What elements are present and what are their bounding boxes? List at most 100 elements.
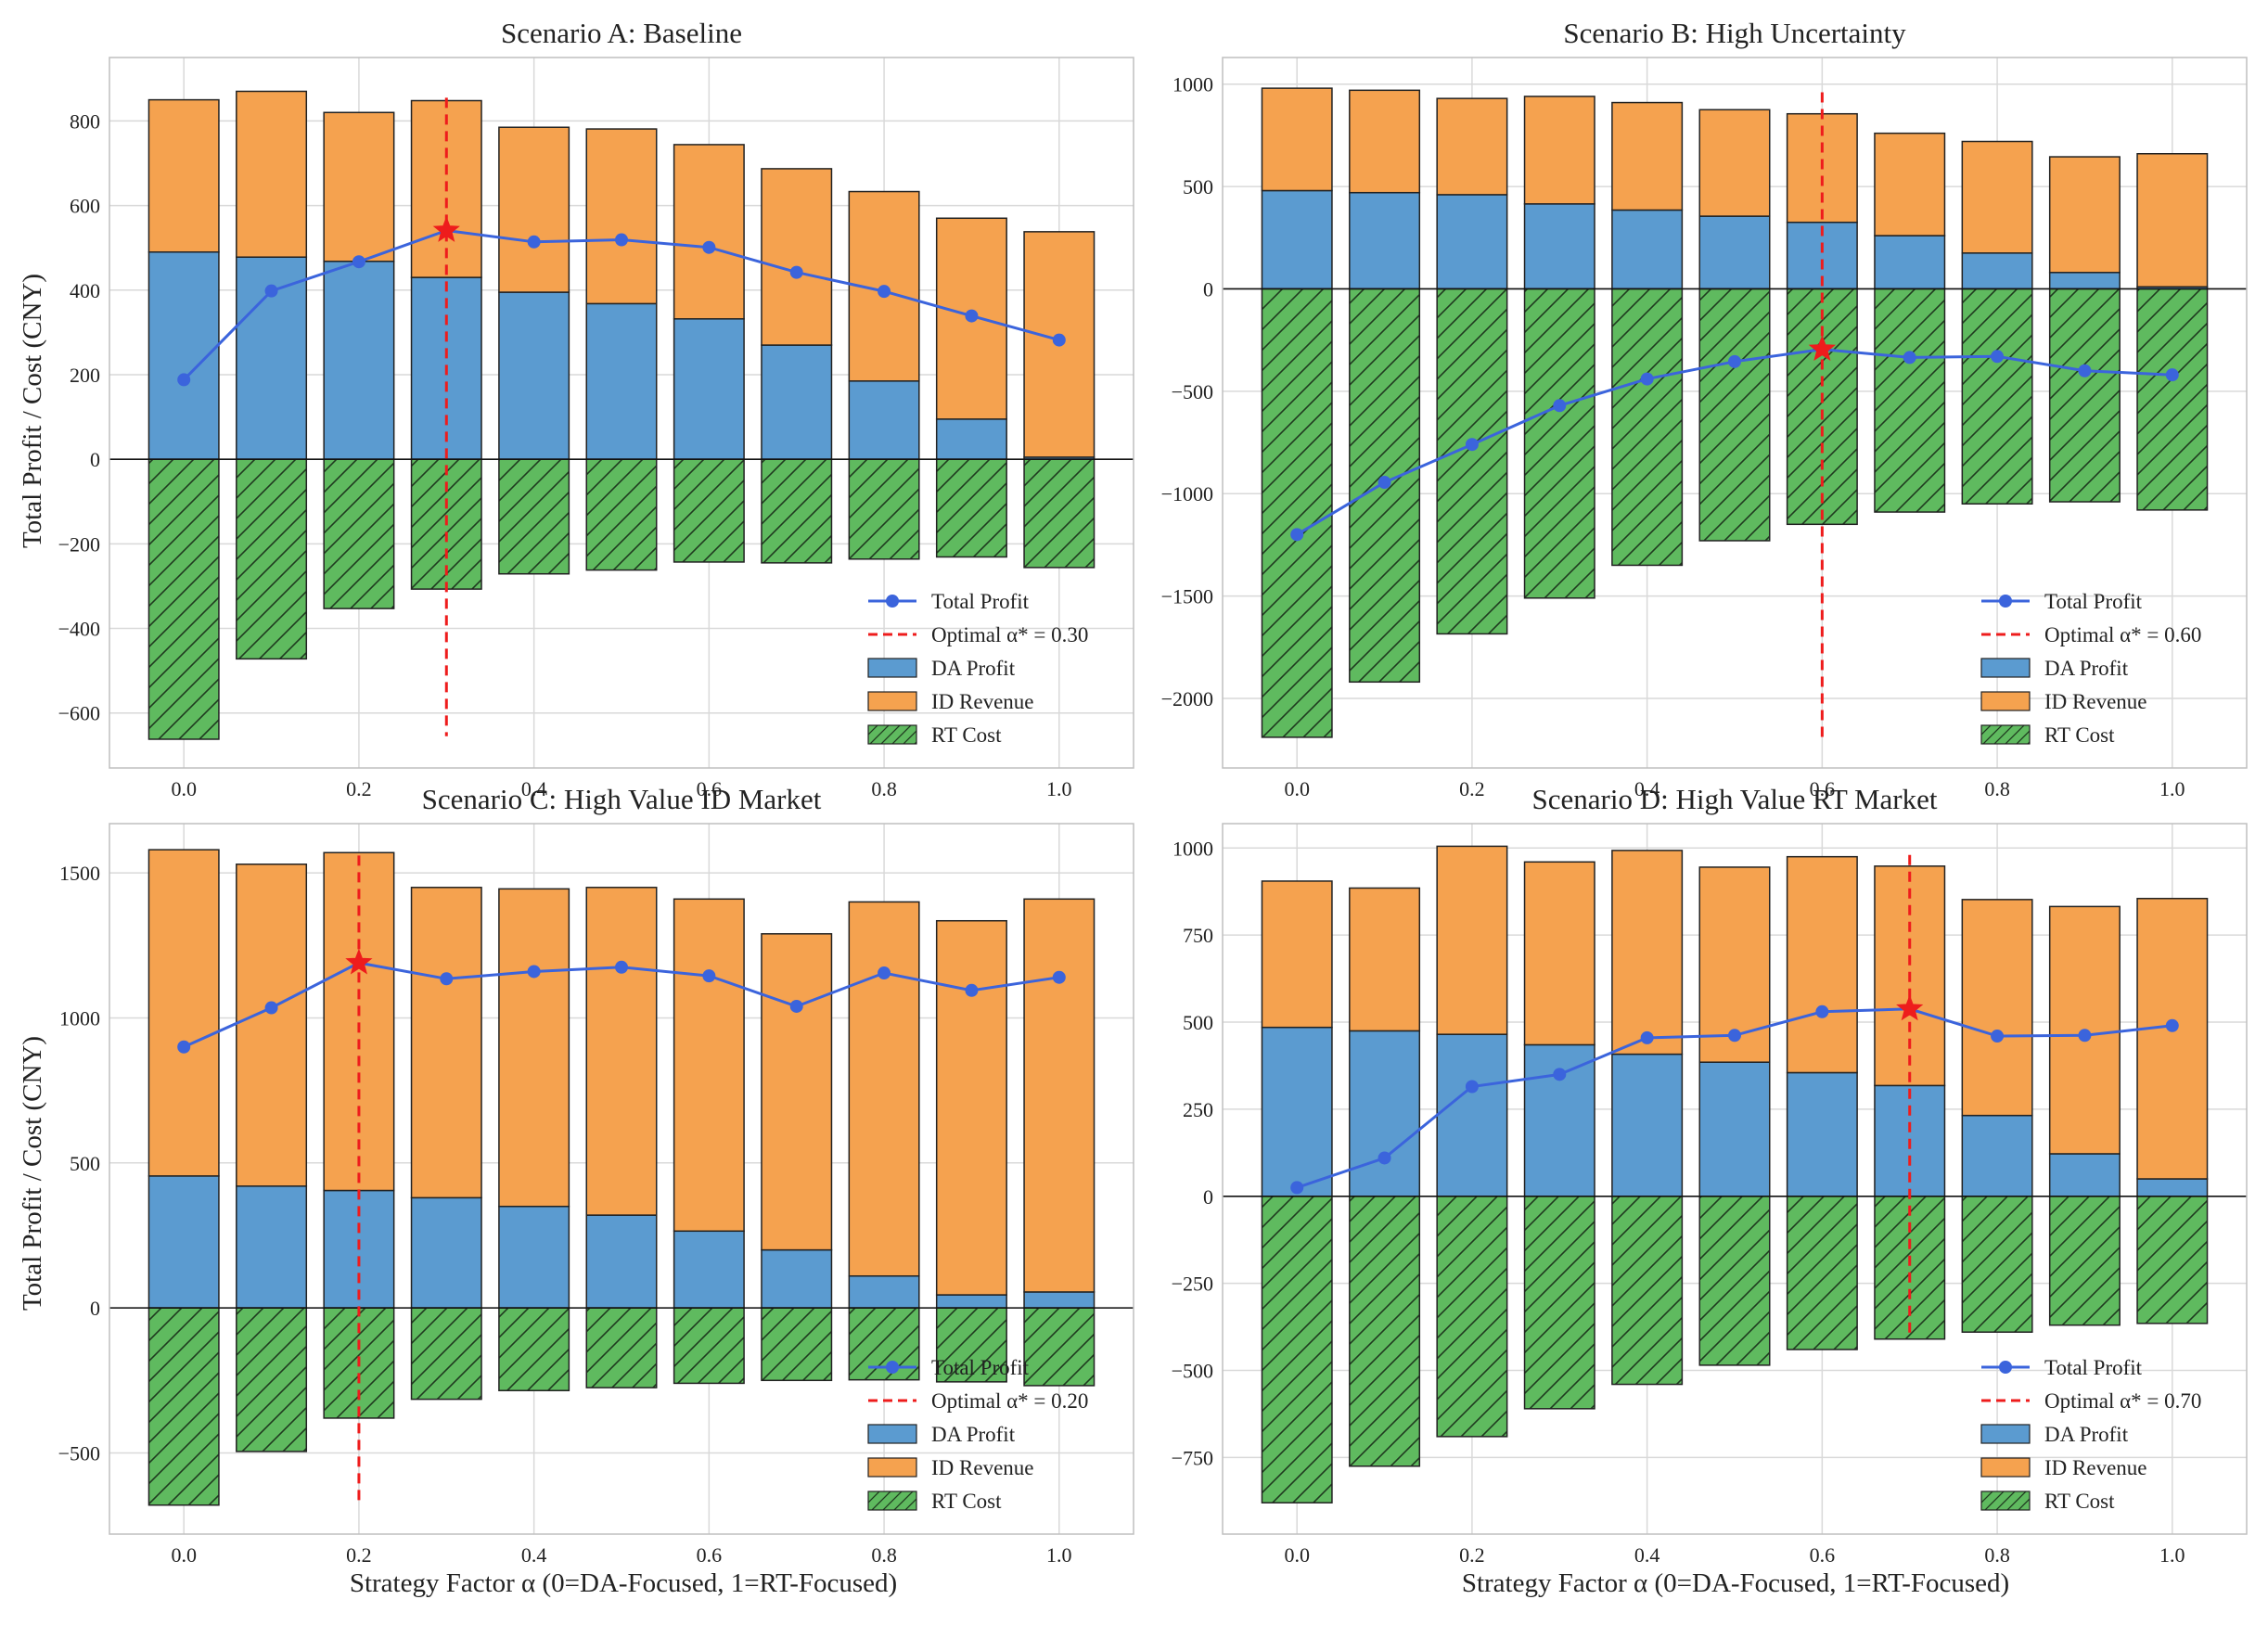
y-tick-label: −250: [1172, 1273, 1213, 1296]
bar-id-revenue: [1261, 880, 1333, 1029]
bar-id-revenue: [1786, 855, 1858, 1074]
legend-total-profit-marker: [1999, 595, 2012, 608]
bar-da-profit: [1523, 203, 1595, 290]
total-profit-point: [2078, 1029, 2092, 1043]
bar-da-profit: [673, 1230, 745, 1309]
legend-da-profit-label: DA Profit: [2044, 657, 2129, 680]
total-profit-point: [702, 969, 716, 983]
bar-rt-cost: [1961, 288, 2033, 505]
bar-id-revenue: [935, 919, 1007, 1296]
chart-title: Scenario D: High Value RT Market: [1532, 783, 1938, 815]
x-tick-label: 0.0: [171, 1543, 197, 1567]
total-profit-point: [789, 265, 803, 279]
bar-rt-cost: [673, 1307, 745, 1385]
bar-rt-cost: [1349, 1196, 1421, 1467]
bar-id-revenue: [1023, 898, 1096, 1293]
x-tick-label: 0.2: [1459, 1543, 1485, 1567]
bar-da-profit: [1698, 1061, 1771, 1197]
bar-da-profit: [935, 1294, 1007, 1309]
x-tick-label: 0.0: [1284, 1543, 1310, 1567]
x-axis-label-right: Strategy Factor α (0=DA-Focused, 1=RT-Fo…: [1462, 1568, 2009, 1598]
y-axis-label-top: Total Profit / Cost (CNY): [18, 274, 47, 548]
legend-total-profit-label: Total Profit: [2044, 590, 2143, 613]
bar-rt-cost: [935, 458, 1007, 558]
bar-rt-cost: [2048, 1196, 2121, 1326]
bar-id-revenue: [2048, 156, 2121, 274]
total-profit-point: [1052, 333, 1066, 347]
y-tick-label: −200: [58, 532, 100, 556]
total-profit-point: [1991, 1030, 2005, 1043]
y-axis-label-bottom: Total Profit / Cost (CNY): [18, 1036, 47, 1311]
total-profit-point: [615, 960, 628, 974]
bar-id-revenue: [673, 144, 745, 320]
bar-rt-cost: [1523, 1196, 1595, 1410]
total-profit-point: [2165, 368, 2179, 382]
y-tick-label: 0: [90, 1297, 100, 1320]
x-tick-label: 0.4: [1634, 777, 1660, 800]
panel-scenario-a: −600 −400 −200 0 200 400 600 800 0.0 0.2 0.4 0.6 0.8…: [58, 17, 1134, 800]
bar-rt-cost: [1874, 1196, 1946, 1340]
x-tick-label: 0.6: [697, 777, 723, 800]
total-profit-point: [615, 233, 628, 247]
legend: Total Profit Optimal α* = 0.70 DA Profit ID…: [1980, 1356, 2201, 1513]
legend-da-profit-label: DA Profit: [2044, 1423, 2129, 1446]
y-tick-label: 250: [1183, 1098, 1213, 1121]
legend-id-revenue-label: ID Revenue: [931, 690, 1034, 713]
total-profit-point: [965, 309, 979, 323]
legend: Total Profit Optimal α* = 0.60 DA Profit ID…: [1980, 590, 2201, 747]
legend-optimal-label: Optimal α* = 0.70: [2044, 1389, 2201, 1413]
y-tick-label: −500: [1172, 1360, 1213, 1383]
bar-id-revenue: [1436, 845, 1508, 1035]
total-profit-point: [177, 373, 191, 387]
legend-id-revenue-swatch: [1980, 691, 2031, 711]
bar-da-profit: [1261, 1026, 1333, 1197]
total-profit-point: [1728, 1029, 1741, 1043]
bar-rt-cost: [1261, 1196, 1333, 1503]
total-profit-point: [1553, 399, 1567, 413]
bar-id-revenue: [1698, 109, 1771, 217]
x-tick-label: 0.2: [346, 1543, 372, 1567]
bar-rt-cost: [1261, 288, 1333, 738]
bar-rt-cost: [498, 458, 570, 575]
y-tick-label: −1000: [1161, 482, 1213, 505]
legend-total-profit-marker: [886, 1361, 899, 1374]
x-tick-label: 1.0: [1046, 777, 1072, 800]
y-tick-label: −500: [58, 1441, 100, 1465]
bar-da-profit: [1261, 189, 1333, 290]
bar-da-profit: [410, 1196, 482, 1309]
bar-id-revenue: [1349, 89, 1421, 194]
bar-rt-cost: [1786, 1196, 1858, 1350]
total-profit-point: [2078, 364, 2092, 377]
legend-total-profit-label: Total Profit: [2044, 1356, 2143, 1379]
bar-rt-cost: [1023, 458, 1096, 569]
bar-da-profit: [147, 1175, 220, 1309]
x-tick-label: 0.8: [871, 1543, 897, 1567]
bar-id-revenue: [761, 933, 833, 1251]
panel-scenario-c: −500 0 500 1000 1500 0.0 0.2 0.4 0.6 0.8 1.0 Scenar…: [58, 783, 1134, 1567]
bar-da-profit: [498, 291, 570, 460]
x-tick-label: 0.4: [521, 777, 547, 800]
y-tick-label: 1000: [59, 1006, 100, 1030]
total-profit-point: [1377, 1151, 1391, 1165]
bar-da-profit: [236, 1185, 308, 1309]
total-profit-point: [264, 1001, 278, 1015]
bar-id-revenue: [848, 901, 920, 1277]
chart-title: Scenario B: High Uncertainty: [1563, 17, 1906, 49]
bar-da-profit: [1436, 194, 1508, 290]
y-tick-label: 400: [70, 279, 100, 302]
x-tick-label: 0.4: [521, 1543, 547, 1567]
bar-rt-cost: [236, 458, 308, 660]
bar-rt-cost: [1698, 288, 1771, 542]
bar-rt-cost: [935, 1307, 1007, 1383]
bar-rt-cost: [2048, 288, 2121, 503]
total-profit-point: [789, 999, 803, 1013]
bar-da-profit: [935, 418, 1007, 460]
total-profit-point: [1290, 1181, 1304, 1195]
total-profit-point: [1640, 1030, 1654, 1044]
bar-da-profit: [585, 302, 658, 460]
bar-rt-cost: [498, 1307, 570, 1391]
total-profit-point: [1815, 1004, 1829, 1018]
legend-total-profit-label: Total Profit: [931, 590, 1030, 613]
legend-rt-cost-label: RT Cost: [2044, 723, 2115, 747]
